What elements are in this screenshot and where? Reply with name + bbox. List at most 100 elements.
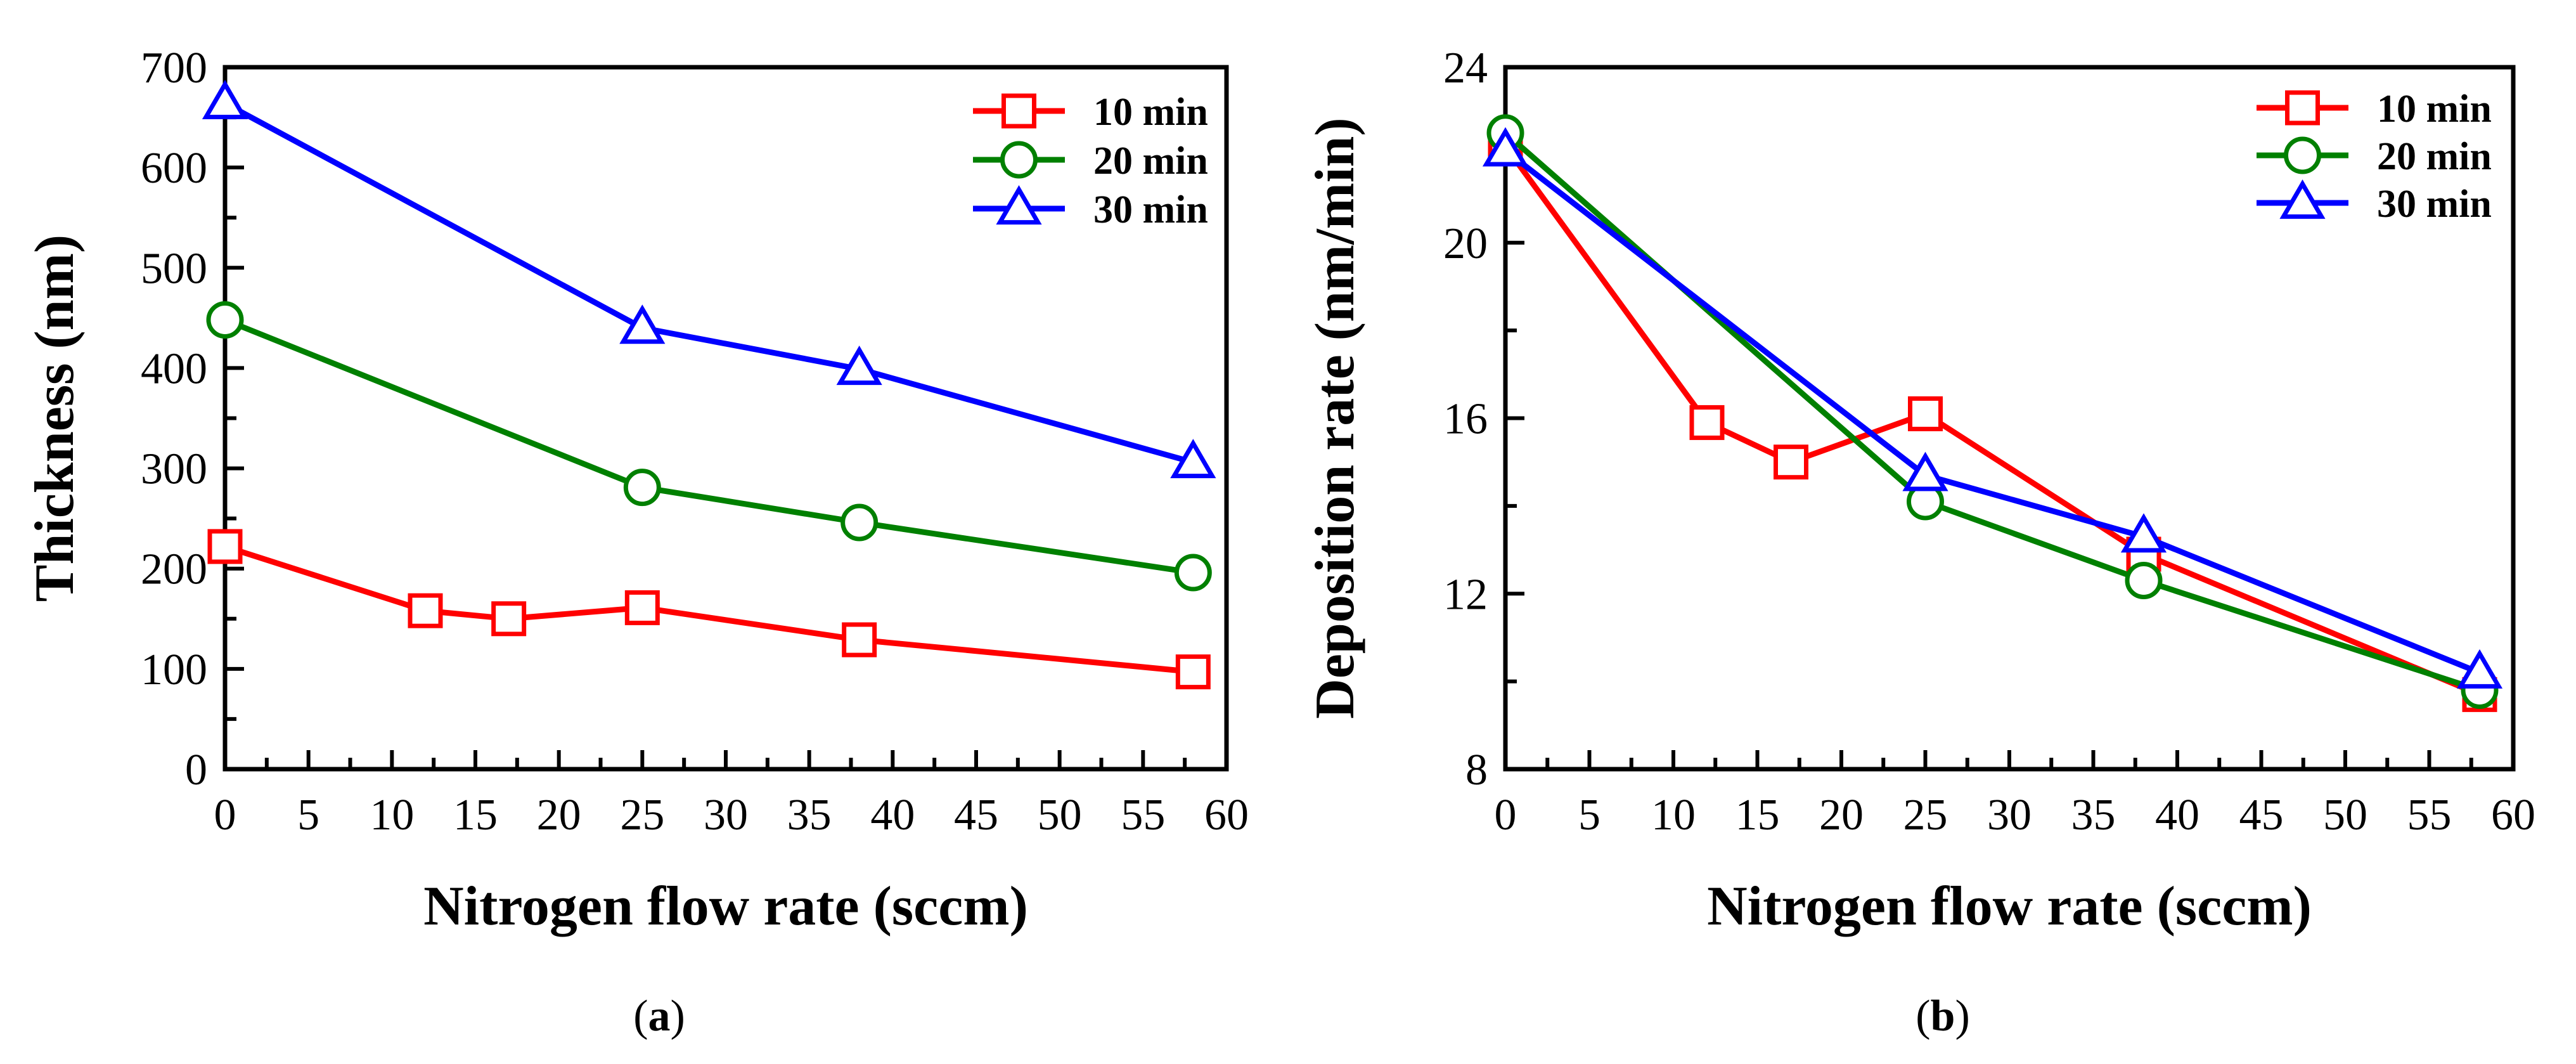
x-tick-label: 55 xyxy=(2407,791,2452,840)
plot-frame xyxy=(222,65,1229,772)
x-tick-label: 25 xyxy=(1903,791,1948,840)
x-tick-label: 0 xyxy=(1495,791,1517,840)
x-axis-title: Nitrogen flow rate (sccm) xyxy=(1707,876,2312,937)
data-point-triangle xyxy=(2456,649,2503,689)
panel-label: (b) xyxy=(1916,992,1970,1041)
x-tick-label: 35 xyxy=(787,791,832,840)
data-point-triangle xyxy=(1482,127,1529,167)
data-point-square xyxy=(1908,396,1943,432)
panel-label-letter: b xyxy=(1931,992,1955,1041)
y-tick-label: 400 xyxy=(141,344,207,393)
y-tick-label: 0 xyxy=(185,746,207,795)
legend-marker-square xyxy=(2285,90,2320,126)
legend-label: 20 min xyxy=(1093,139,1208,183)
x-tick-label: 5 xyxy=(1578,791,1600,840)
x-axis-title: Nitrogen flow rate (sccm) xyxy=(423,876,1028,937)
x-tick-label: 0 xyxy=(214,791,236,840)
legend-label: 20 min xyxy=(2377,135,2492,178)
y-tick-label: 600 xyxy=(141,144,207,193)
y-tick-label: 500 xyxy=(141,244,207,293)
x-tick-label: 50 xyxy=(2323,791,2367,840)
legend-marker-circle xyxy=(1000,141,1038,179)
x-tick-label: 60 xyxy=(1204,791,1249,840)
x-tick-label: 60 xyxy=(2491,791,2535,840)
chart-panel-b: 0 5 10 15 20 25 30 35 40 45 50 55 60 8 12 16 20 24 Nitroge… xyxy=(1304,44,2535,1041)
x-tick-label: 10 xyxy=(1651,791,1696,840)
x-tick-label: 40 xyxy=(870,791,915,840)
data-point-square xyxy=(842,622,877,658)
series-line xyxy=(1504,131,2481,693)
y-tick-label: 100 xyxy=(141,646,207,694)
series-line xyxy=(224,543,1194,675)
x-tick-label: 20 xyxy=(537,791,581,840)
series-line xyxy=(224,317,1194,576)
legend-marker-triangle xyxy=(2279,179,2326,219)
data-point-square xyxy=(624,590,660,625)
x-tick-label: 35 xyxy=(2071,791,2116,840)
x-tick-label: 40 xyxy=(2155,791,2199,840)
legend-label: 30 min xyxy=(2377,183,2492,226)
data-point-circle xyxy=(2125,561,2163,599)
panel-label: (a) xyxy=(633,992,685,1041)
y-tick-label: 300 xyxy=(141,445,207,494)
data-point-circle xyxy=(623,469,661,507)
data-point-triangle xyxy=(619,304,666,344)
x-tick-label: 15 xyxy=(1736,791,1780,840)
legend-marker-triangle xyxy=(996,185,1042,225)
data-point-triangle xyxy=(1170,439,1216,479)
data-point-square xyxy=(1774,444,1808,480)
series-30-min xyxy=(1482,127,2503,689)
y-tick-label: 12 xyxy=(1443,570,1488,619)
legend-marker-circle xyxy=(2284,136,2321,174)
x-tick-label: 25 xyxy=(620,791,664,840)
data-point-square xyxy=(491,601,527,637)
chart-panel-a: 0 5 10 15 20 25 30 35 40 45 50 55 600100200300400500… xyxy=(24,44,1249,1041)
data-point-circle xyxy=(206,301,244,339)
data-point-triangle xyxy=(202,79,248,120)
x-tick-label: 55 xyxy=(1121,791,1165,840)
y-tick-label: 8 xyxy=(1465,746,1488,795)
x-tick-label: 30 xyxy=(1987,791,2032,840)
legend: 10 min 20 min 30 min xyxy=(973,91,1208,231)
plot-frame xyxy=(1503,65,2516,772)
data-point-circle xyxy=(1174,554,1212,592)
series-line xyxy=(223,100,1194,465)
x-tick-label: 30 xyxy=(704,791,748,840)
data-point-triangle xyxy=(1902,451,1948,491)
x-tick-label: 45 xyxy=(954,791,998,840)
series-line xyxy=(1503,144,2481,697)
y-tick-label: 700 xyxy=(141,44,207,93)
legend-label: 10 min xyxy=(2377,88,2492,131)
x-tick-label: 10 xyxy=(370,791,414,840)
series-10-min xyxy=(1488,129,2497,712)
y-axis-title: Thickness (nm) xyxy=(24,235,86,602)
data-point-circle xyxy=(840,503,879,542)
data-point-triangle xyxy=(2120,513,2167,553)
y-tick-label: 20 xyxy=(1443,219,1488,268)
y-tick-label: 16 xyxy=(1443,395,1488,444)
legend-label: 10 min xyxy=(1093,91,1208,134)
series-line xyxy=(1504,148,2481,675)
panel-label-letter: a xyxy=(648,992,671,1041)
x-tick-label: 20 xyxy=(1819,791,1864,840)
legend-label: 30 min xyxy=(1093,188,1208,231)
series-20-min xyxy=(206,301,1212,592)
y-axis-title: Deposition rate (nm/min) xyxy=(1304,117,1366,718)
x-tick-label: 45 xyxy=(2239,791,2284,840)
y-tick-label: 24 xyxy=(1443,44,1488,93)
data-point-square xyxy=(1175,654,1211,690)
x-tick-label: 5 xyxy=(297,791,319,840)
series-10-min xyxy=(207,529,1211,690)
data-point-square xyxy=(207,529,243,564)
series-30-min xyxy=(202,79,1216,479)
legend-marker-square xyxy=(1001,93,1036,129)
x-tick-label: 15 xyxy=(453,791,498,840)
data-point-square xyxy=(1689,405,1725,440)
data-point-triangle xyxy=(836,346,882,386)
x-tick-label: 50 xyxy=(1038,791,1082,840)
y-tick-label: 200 xyxy=(141,545,207,594)
data-point-square xyxy=(408,593,443,628)
